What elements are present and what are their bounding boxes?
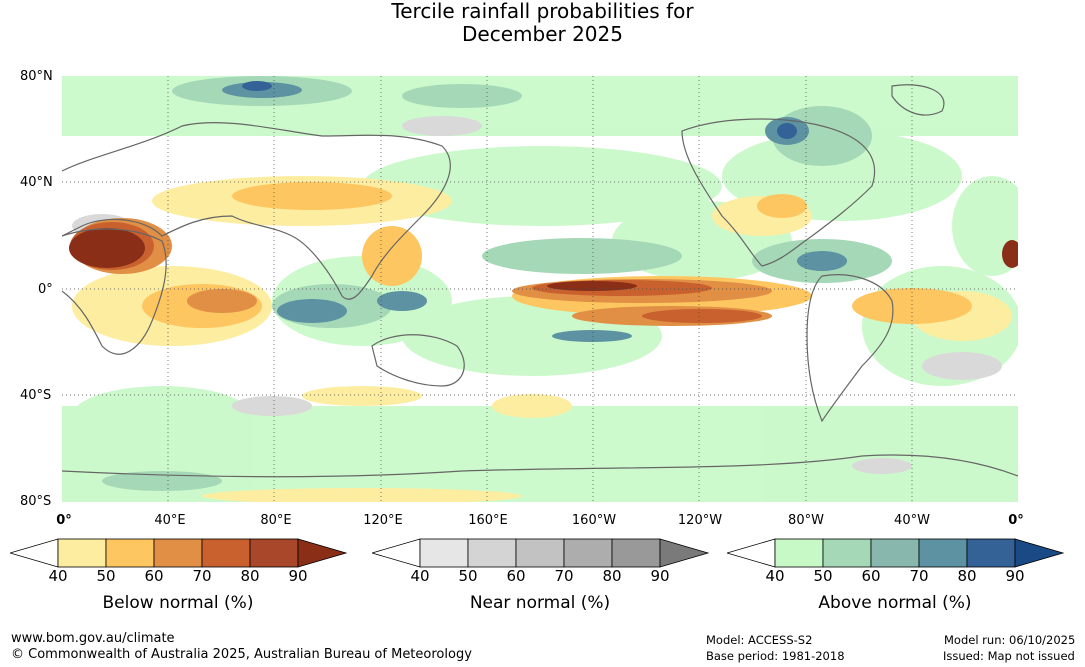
tick-below-60: 60 xyxy=(144,567,164,585)
lat-label-40s: 40°S xyxy=(20,388,52,403)
colorbar-segment-1-6 xyxy=(659,538,710,568)
colorbar-segment-1-4 xyxy=(563,538,613,568)
tick-near-90: 90 xyxy=(650,567,670,585)
lat-label-80n: 80°N xyxy=(20,69,53,84)
lat-label-0: 0° xyxy=(38,282,53,297)
lon-label-40e: 40°E xyxy=(154,513,186,528)
footer-model: Model: ACCESS-S2 xyxy=(706,633,813,647)
lat-label-80s: 80°S xyxy=(20,494,52,509)
footer-copyright: © Commonwealth of Australia 2025, Austra… xyxy=(11,647,472,662)
legend-title-below-normal: Below normal (%) xyxy=(102,593,254,613)
lon-label-80e: 80°E xyxy=(260,513,292,528)
legend-above-normal xyxy=(727,538,1067,568)
lon-label-120w: 120°W xyxy=(677,513,723,528)
title-line-1: Tercile rainfall probabilities for xyxy=(391,0,694,23)
rainfall-probability-map xyxy=(62,76,1018,502)
tick-above-70: 70 xyxy=(909,567,929,585)
colorbar-segment-2-1 xyxy=(774,538,824,568)
colorbar-segment-2-5 xyxy=(966,538,1016,568)
colorbar-segment-0-0 xyxy=(10,538,59,568)
lon-label-120e: 120°E xyxy=(363,513,403,528)
colorbar-segment-2-3 xyxy=(870,538,920,568)
lon-label-0-left: 0° xyxy=(56,513,72,528)
tick-below-80: 80 xyxy=(240,567,260,585)
legend-near-normal xyxy=(372,538,712,568)
title-line-2: December 2025 xyxy=(462,22,623,46)
lon-label-80w: 80°W xyxy=(788,513,824,528)
colorbar-segment-1-5 xyxy=(611,538,661,568)
tick-above-40: 40 xyxy=(765,567,785,585)
tick-near-70: 70 xyxy=(554,567,574,585)
colorbar-segment-0-3 xyxy=(153,538,203,568)
colorbar-below-normal xyxy=(10,538,348,568)
legend-title-above-normal: Above normal (%) xyxy=(818,593,972,613)
tick-below-70: 70 xyxy=(192,567,212,585)
lon-label-0-right: 0° xyxy=(1008,513,1024,528)
lat-label-40n: 40°N xyxy=(20,175,53,190)
tick-near-40: 40 xyxy=(410,567,430,585)
colorbar-segment-1-0 xyxy=(372,538,421,568)
colorbar-segment-2-0 xyxy=(727,538,776,568)
colorbar-segment-2-2 xyxy=(822,538,872,568)
tick-below-90: 90 xyxy=(288,567,308,585)
map-title: Tercile rainfall probabilities for Decem… xyxy=(0,0,1085,46)
tick-above-90: 90 xyxy=(1005,567,1025,585)
colorbar-segment-0-1 xyxy=(57,538,107,568)
footer-url: www.bom.gov.au/climate xyxy=(11,631,175,646)
tick-above-50: 50 xyxy=(813,567,833,585)
lon-label-40w: 40°W xyxy=(894,513,930,528)
colorbar-above-normal xyxy=(727,538,1065,568)
lon-label-160e: 160°E xyxy=(468,513,508,528)
footer-issued: Issued: Map not issued xyxy=(943,649,1075,663)
lon-label-160w: 160°W xyxy=(571,513,617,528)
footer-base-period: Base period: 1981-2018 xyxy=(706,649,845,663)
tick-below-40: 40 xyxy=(48,567,68,585)
colorbar-segment-1-2 xyxy=(467,538,517,568)
legend-title-near-normal: Near normal (%) xyxy=(469,593,611,613)
colorbar-near-normal xyxy=(372,538,710,568)
tick-above-80: 80 xyxy=(957,567,977,585)
tick-near-50: 50 xyxy=(458,567,478,585)
tick-near-60: 60 xyxy=(506,567,526,585)
tick-below-50: 50 xyxy=(96,567,116,585)
colorbar-segment-1-3 xyxy=(515,538,565,568)
tick-near-80: 80 xyxy=(602,567,622,585)
colorbar-segment-2-6 xyxy=(1014,538,1065,568)
footer-model-run: Model run: 06/10/2025 xyxy=(944,633,1076,647)
legend-below-normal xyxy=(10,538,350,568)
colorbar-segment-0-5 xyxy=(249,538,299,568)
colorbar-segment-0-6 xyxy=(297,538,348,568)
colorbar-segment-2-4 xyxy=(918,538,968,568)
colorbar-segment-0-4 xyxy=(201,538,251,568)
colorbar-segment-0-2 xyxy=(105,538,155,568)
colorbar-segment-1-1 xyxy=(419,538,469,568)
tick-above-60: 60 xyxy=(861,567,881,585)
